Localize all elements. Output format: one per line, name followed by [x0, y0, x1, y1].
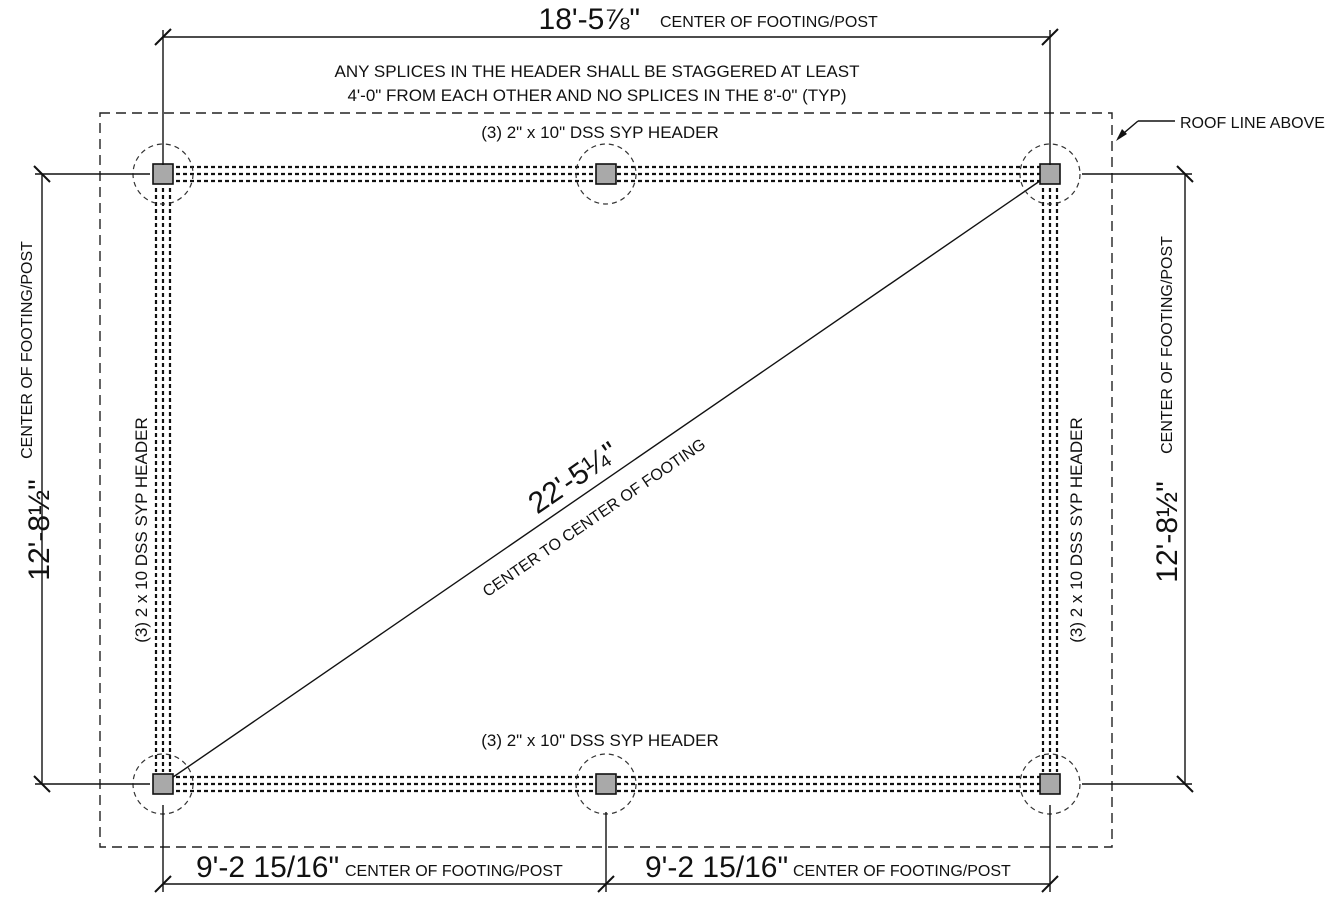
bottom-dimension-line	[154, 805, 1059, 893]
bottom-header-beam	[176, 775, 1040, 793]
top-dimension-label: CENTER OF FOOTING/POST	[660, 14, 878, 31]
left-header-beam	[154, 188, 172, 772]
bottom-header-label: (3) 2" x 10" DSS SYP HEADER	[481, 731, 719, 750]
splice-note-line1: ANY SPLICES IN THE HEADER SHALL BE STAGG…	[335, 62, 860, 81]
footing-circle-top-middle	[575, 143, 637, 205]
post-top-right	[1039, 163, 1061, 185]
bottom-right-dimension-label: CENTER OF FOOTING/POST	[793, 863, 1011, 880]
top-dimension-line	[154, 28, 1059, 165]
right-header-beam	[1041, 188, 1059, 772]
splice-note-line2: 4'-0" FROM EACH OTHER AND NO SPLICES IN …	[347, 86, 846, 105]
post-top-middle	[595, 163, 617, 185]
left-dimension-value: 12'-8½"	[23, 479, 56, 580]
diagonal-line	[162, 173, 1051, 785]
right-dimension-value: 12'-8½"	[1151, 481, 1184, 582]
post-bottom-left	[152, 773, 174, 795]
left-dimension-line	[33, 165, 150, 793]
roof-line-label: ROOF LINE ABOVE	[1180, 115, 1325, 132]
top-dimension-value: 18'-5⅞"	[539, 3, 640, 36]
top-header-beam	[176, 165, 1040, 183]
footing-circle-top-right	[1019, 143, 1081, 205]
bottom-right-dimension-value: 9'-2 15/16"	[645, 851, 788, 884]
left-header-label: (3) 2 x 10 DSS SYP HEADER	[132, 417, 151, 643]
post-top-left	[152, 163, 174, 185]
roof-line-outline	[99, 112, 1113, 848]
top-header-label: (3) 2" x 10" DSS SYP HEADER	[481, 123, 719, 142]
bottom-left-dimension-label: CENTER OF FOOTING/POST	[345, 863, 563, 880]
right-dimension-label: CENTER OF FOOTING/POST	[1159, 236, 1176, 454]
bottom-left-dimension-value: 9'-2 15/16"	[196, 851, 339, 884]
post-bottom-right	[1039, 773, 1061, 795]
right-dimension-line	[1082, 165, 1194, 793]
left-dimension-label: CENTER OF FOOTING/POST	[19, 241, 36, 459]
right-header-label: (3) 2 x 10 DSS SYP HEADER	[1067, 417, 1086, 643]
roof-line-leader	[1116, 120, 1175, 141]
post-bottom-middle	[595, 773, 617, 795]
